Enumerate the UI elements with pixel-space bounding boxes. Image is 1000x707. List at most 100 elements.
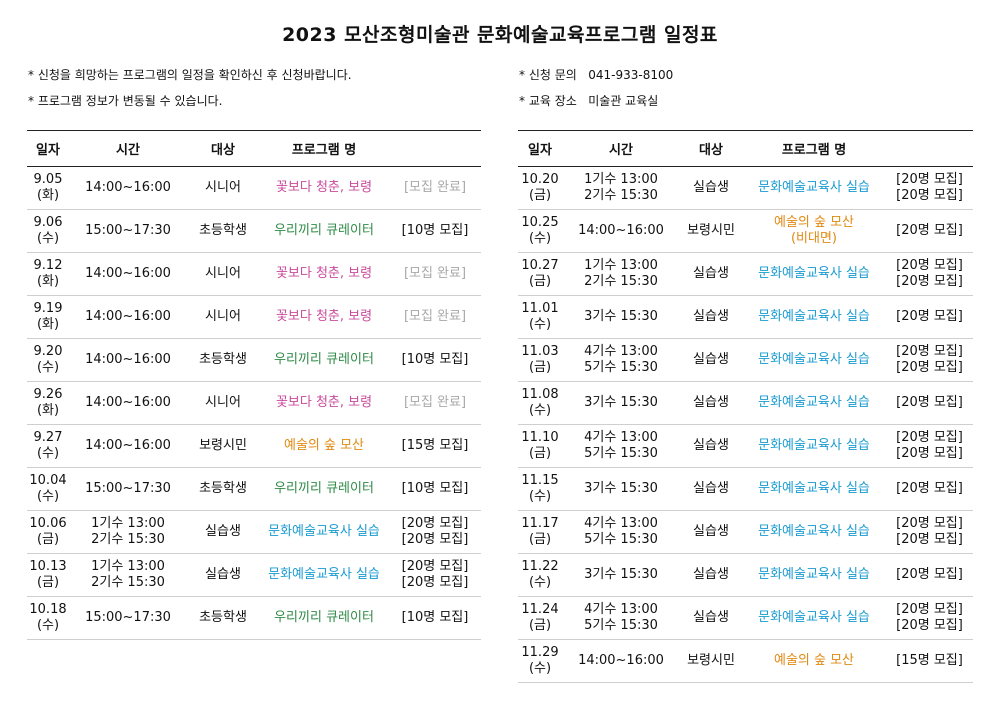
date-cell: 11.15 (수) (518, 467, 562, 511)
table-row: 11.08 (수) 3기수 15:30 실습생 문화예술교육사 실습 [20명 모집] (518, 381, 973, 425)
time-cell-text: 14:00~16:00 (85, 180, 171, 195)
program-cell: 우리끼리 큐레이터 (259, 209, 389, 253)
date-cell-text: 10.04 (29, 473, 67, 488)
time-cell: 14:00~16:00 (69, 166, 187, 210)
program-cell-text: 우리끼리 큐레이터 (274, 610, 374, 625)
note-contact: * 신청 문의 041-933-8100 (519, 68, 674, 82)
time-cell-text: 1기수 13:00 (584, 258, 658, 273)
time-cell-text: 2기수 15:30 (91, 532, 165, 547)
date-cell: 10.04 (수) (27, 467, 69, 511)
target-cell-text: 초등학생 (199, 352, 247, 367)
status-cell-text: [20명 모집] (401, 532, 469, 547)
status-cell-text: [10명 모집] (401, 610, 469, 625)
program-cell-text: 문화예술교육사 실습 (758, 524, 870, 539)
table-header-row: 일자 시간 대상 프로그램 명 (27, 130, 481, 167)
date-cell: 10.13 (금) (27, 553, 69, 597)
time-cell: 14:00~16:00 (69, 295, 187, 339)
program-cell: 예술의 숲 모산 (259, 424, 389, 468)
table-row: 9.19 (화) 14:00~16:00 시니어 꽃보다 청춘, 보령 [모집 완료] (27, 295, 481, 339)
status-cell: [모집 완료] (389, 295, 481, 339)
target-cell-text: 시니어 (205, 266, 241, 281)
date-cell-text: (수) (36, 489, 60, 504)
status-cell-text: [20명 모집] (401, 575, 469, 590)
time-cell: 4기수 13:00 5기수 15:30 (562, 338, 680, 382)
date-cell: 9.19 (화) (27, 295, 69, 339)
table-row: 11.22 (수) 3기수 15:30 실습생 문화예술교육사 실습 [20명 모집] (518, 553, 973, 597)
target-cell: 실습생 (680, 596, 742, 640)
date-cell-text: 9.12 (33, 258, 63, 273)
time-cell-text: 1기수 13:00 (91, 516, 165, 531)
time-cell: 1기수 13:00 2기수 15:30 (562, 166, 680, 210)
date-cell-text: (금) (36, 532, 60, 547)
status-cell-text: [모집 완료] (403, 180, 467, 195)
target-cell-text: 실습생 (693, 180, 729, 195)
date-cell-text: 10.06 (29, 516, 67, 531)
program-cell-text: 문화예술교육사 실습 (758, 610, 870, 625)
date-cell: 11.10 (금) (518, 424, 562, 468)
target-cell: 초등학생 (187, 209, 259, 253)
table-row: 10.13 (금) 1기수 13:00 2기수 15:30 실습생 문화예술교육사 실습[… (27, 553, 481, 597)
date-cell-text: 9.05 (33, 172, 63, 187)
time-cell: 4기수 13:00 5기수 15:30 (562, 424, 680, 468)
target-cell-text: 보령시민 (687, 223, 735, 238)
status-cell-text: [모집 완료] (403, 309, 467, 324)
time-cell: 1기수 13:00 2기수 15:30 (69, 553, 187, 597)
time-cell-text: 3기수 15:30 (584, 481, 658, 496)
program-cell-text: 예술의 숲 모산 (283, 438, 365, 453)
program-cell: 문화예술교육사 실습 (742, 252, 886, 296)
program-cell: 예술의 숲 모산 (742, 639, 886, 683)
date-cell-text: 11.15 (521, 473, 559, 488)
status-cell-text: [20명 모집] (896, 618, 963, 633)
target-cell-text: 보령시민 (199, 438, 247, 453)
program-cell-text: 문화예술교육사 실습 (758, 180, 870, 195)
status-cell-text: [20명 모집] (896, 395, 963, 410)
status-cell-text: [20명 모집] (896, 344, 963, 359)
status-cell-text: [20명 모집] (896, 602, 963, 617)
date-cell-text: (금) (528, 532, 552, 547)
program-cell-text: 문화예술교육사 실습 (758, 352, 870, 367)
table-row: 9.05 (화) 14:00~16:00 시니어 꽃보다 청춘, 보령 [모집 완료] (27, 166, 481, 210)
date-cell-text: 9.20 (33, 344, 63, 359)
status-cell: [20명 모집] [20명 모집] (886, 338, 973, 382)
date-cell-text: 10.18 (29, 602, 67, 617)
date-cell: 11.22 (수) (518, 553, 562, 597)
time-cell: 14:00~16:00 (69, 338, 187, 382)
status-cell: [20명 모집] [20명 모집] (886, 510, 973, 554)
date-cell: 10.25 (수) (518, 209, 562, 253)
status-cell-text: [20명 모집] (896, 274, 963, 289)
status-cell-text: [20명 모집] (401, 559, 469, 574)
date-cell: 9.20 (수) (27, 338, 69, 382)
header-target: 대상 (680, 130, 742, 167)
time-cell-text: 14:00~16:00 (578, 223, 664, 238)
target-cell: 시니어 (187, 166, 259, 210)
status-cell: [20명 모집] (886, 209, 973, 253)
time-cell-text: 14:00~16:00 (85, 438, 171, 453)
date-cell-text: 11.10 (521, 430, 559, 445)
time-cell: 14:00~16:00 (562, 639, 680, 683)
table-row: 11.24 (금) 4기수 13:00 5기수 15:30 실습생 문화예술교육사 실습[… (518, 596, 973, 640)
date-cell: 9.06 (수) (27, 209, 69, 253)
program-cell-text: 문화예술교육사 실습 (758, 309, 870, 324)
table-row: 9.26 (화) 14:00~16:00 시니어 꽃보다 청춘, 보령 [모집 완료] (27, 381, 481, 425)
target-cell-text: 시니어 (205, 395, 241, 410)
target-cell: 시니어 (187, 252, 259, 296)
status-cell: [20명 모집] [20명 모집] (886, 252, 973, 296)
time-cell: 14:00~16:00 (69, 381, 187, 425)
status-cell-text: [20명 모집] (896, 360, 963, 375)
time-cell-text: 3기수 15:30 (584, 309, 658, 324)
target-cell: 실습생 (680, 381, 742, 425)
date-cell: 9.26 (화) (27, 381, 69, 425)
date-cell: 11.29 (수) (518, 639, 562, 683)
program-cell: 우리끼리 큐레이터 (259, 338, 389, 382)
target-cell-text: 실습생 (693, 352, 729, 367)
date-cell-text: 10.27 (521, 258, 559, 273)
date-cell-text: (화) (36, 403, 60, 418)
date-cell-text: 11.22 (521, 559, 559, 574)
date-cell-text: 10.25 (521, 215, 559, 230)
date-cell: 11.08 (수) (518, 381, 562, 425)
note-info-change: * 프로그램 정보가 변동될 수 있습니다. (28, 94, 223, 108)
program-cell: 우리끼리 큐레이터 (259, 467, 389, 511)
notes-right: * 신청 문의 041-933-8100 * 교육 장소 미술관 교육실 (519, 62, 673, 114)
program-cell-text: 꽃보다 청춘, 보령 (275, 309, 373, 324)
program-cell-text: 문화예술교육사 실습 (268, 567, 380, 582)
